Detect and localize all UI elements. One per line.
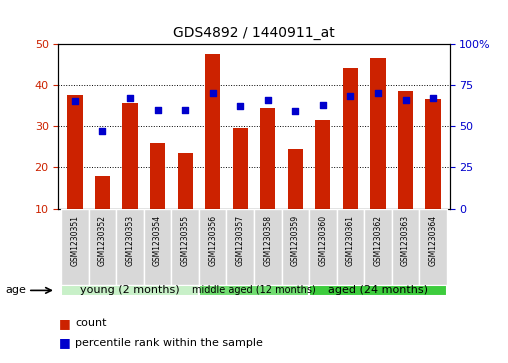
FancyBboxPatch shape bbox=[116, 209, 144, 285]
Point bbox=[319, 102, 327, 107]
Text: GSM1230351: GSM1230351 bbox=[71, 215, 79, 266]
Text: GSM1230356: GSM1230356 bbox=[208, 215, 217, 266]
Text: ■: ■ bbox=[58, 337, 70, 350]
Text: aged (24 months): aged (24 months) bbox=[328, 285, 428, 295]
Text: GSM1230359: GSM1230359 bbox=[291, 215, 300, 266]
Point bbox=[71, 98, 79, 104]
Bar bbox=[205, 54, 220, 209]
Text: GSM1230355: GSM1230355 bbox=[181, 215, 189, 266]
FancyBboxPatch shape bbox=[337, 209, 364, 285]
FancyBboxPatch shape bbox=[281, 209, 309, 285]
FancyBboxPatch shape bbox=[309, 209, 337, 285]
Title: GDS4892 / 1440911_at: GDS4892 / 1440911_at bbox=[173, 26, 335, 40]
Text: young (2 months): young (2 months) bbox=[80, 285, 180, 295]
Bar bbox=[122, 103, 138, 209]
FancyBboxPatch shape bbox=[144, 209, 171, 285]
Point bbox=[126, 95, 134, 101]
Point bbox=[429, 95, 437, 101]
Text: GSM1230358: GSM1230358 bbox=[263, 215, 272, 266]
Point bbox=[99, 128, 107, 134]
Text: GSM1230361: GSM1230361 bbox=[346, 215, 355, 266]
Bar bbox=[95, 176, 110, 209]
Text: GSM1230360: GSM1230360 bbox=[319, 215, 327, 266]
FancyBboxPatch shape bbox=[199, 285, 309, 296]
Point bbox=[209, 90, 217, 96]
Text: GSM1230357: GSM1230357 bbox=[236, 215, 245, 266]
Point bbox=[264, 97, 272, 103]
Point bbox=[181, 107, 189, 113]
FancyBboxPatch shape bbox=[89, 209, 116, 285]
Text: ■: ■ bbox=[58, 317, 70, 330]
Bar bbox=[288, 149, 303, 209]
Text: middle aged (12 months): middle aged (12 months) bbox=[192, 285, 316, 295]
Bar bbox=[398, 91, 413, 209]
Bar bbox=[343, 68, 358, 209]
Text: GSM1230362: GSM1230362 bbox=[373, 215, 383, 266]
FancyBboxPatch shape bbox=[364, 209, 392, 285]
Point bbox=[291, 109, 299, 114]
FancyBboxPatch shape bbox=[199, 209, 227, 285]
Bar bbox=[233, 128, 248, 209]
Bar bbox=[178, 153, 193, 209]
FancyBboxPatch shape bbox=[254, 209, 281, 285]
Bar bbox=[370, 58, 386, 209]
Bar bbox=[315, 120, 330, 209]
Bar bbox=[260, 107, 275, 209]
FancyBboxPatch shape bbox=[392, 209, 419, 285]
FancyBboxPatch shape bbox=[61, 209, 89, 285]
Text: GSM1230353: GSM1230353 bbox=[125, 215, 135, 266]
Text: GSM1230352: GSM1230352 bbox=[98, 215, 107, 266]
Point bbox=[374, 90, 382, 96]
Text: count: count bbox=[75, 318, 107, 328]
FancyBboxPatch shape bbox=[61, 285, 199, 296]
Text: age: age bbox=[5, 285, 26, 295]
Bar bbox=[150, 143, 165, 209]
Text: GSM1230364: GSM1230364 bbox=[429, 215, 437, 266]
FancyBboxPatch shape bbox=[171, 209, 199, 285]
Bar bbox=[68, 95, 82, 209]
Point bbox=[236, 103, 244, 109]
FancyBboxPatch shape bbox=[227, 209, 254, 285]
Point bbox=[401, 97, 409, 103]
Bar bbox=[426, 99, 440, 209]
FancyBboxPatch shape bbox=[309, 285, 447, 296]
FancyBboxPatch shape bbox=[419, 209, 447, 285]
Text: GSM1230354: GSM1230354 bbox=[153, 215, 162, 266]
Text: GSM1230363: GSM1230363 bbox=[401, 215, 410, 266]
Point bbox=[153, 107, 162, 113]
Point bbox=[346, 94, 355, 99]
Text: percentile rank within the sample: percentile rank within the sample bbox=[75, 338, 263, 348]
